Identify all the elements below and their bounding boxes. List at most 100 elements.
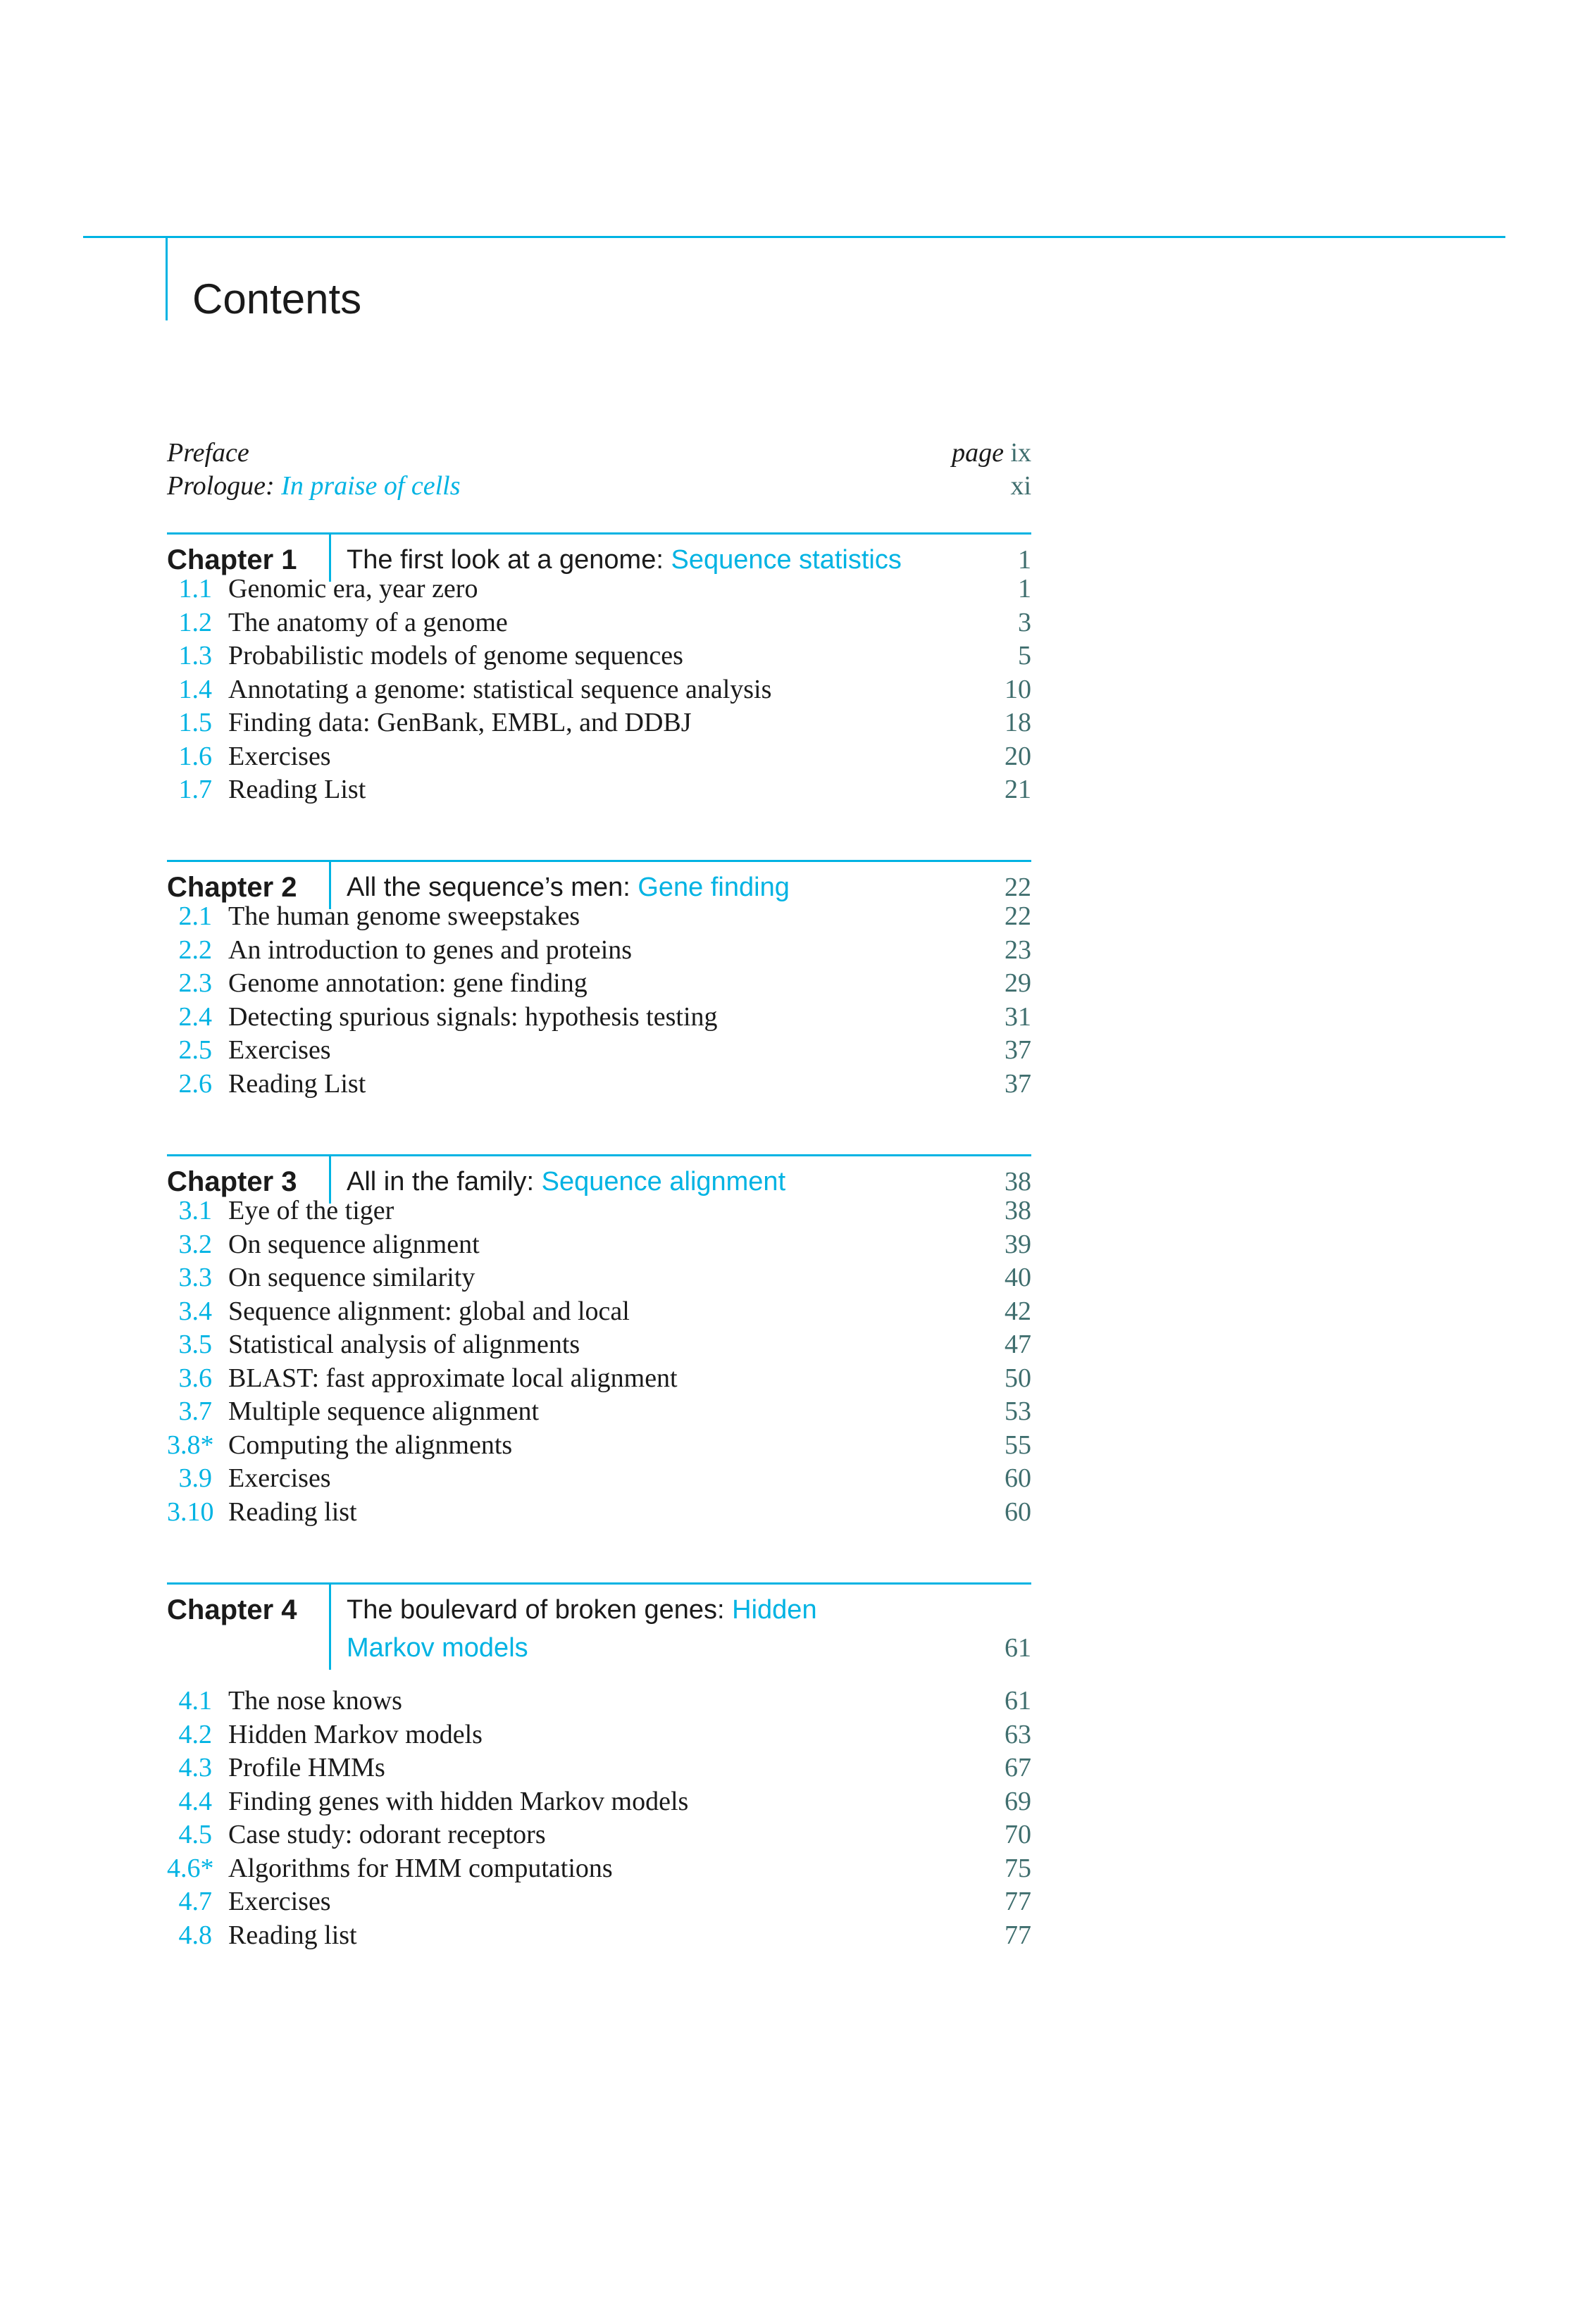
section-page: 53 (1005, 1397, 1031, 1426)
toc-section-row[interactable]: 4.4 Finding genes with hidden Markov mod… (167, 1785, 1032, 1819)
chapter-heading[interactable]: Chapter 4 The boulevard of broken genes:… (167, 1585, 1031, 1670)
section-number: 1.5 (178, 708, 213, 737)
toc-section-row[interactable]: 4.6* Algorithms for HMM computations 75 (167, 1852, 1031, 1886)
section-number: 3.3 (178, 1263, 213, 1292)
chapter-title: The boulevard of broken genes: Hidden Ma… (329, 1585, 1005, 1670)
toc-section-row[interactable]: 1.2 The anatomy of a genome 3 (167, 606, 1032, 640)
section-page: 75 (1005, 1853, 1031, 1883)
section-number: 4.7 (178, 1887, 213, 1916)
toc-entry-prologue[interactable]: Prologue: In praise of cells xi (167, 469, 1031, 503)
section-number: 4.8 (178, 1920, 213, 1950)
toc-section-row[interactable]: 1.1 Genomic era, year zero 1 (167, 573, 1032, 606)
toc-section-row[interactable]: 3.6 BLAST: fast approximate local alignm… (167, 1362, 1032, 1396)
section-list: 4.1 The nose knows 61 4.2 Hidden Markov … (167, 1685, 1031, 1952)
toc-section-row[interactable]: 1.4 Annotating a genome: statistical seq… (167, 673, 1032, 707)
toc-section-row[interactable]: 1.5 Finding data: GenBank, EMBL, and DDB… (167, 706, 1032, 740)
toc-section-row[interactable]: 2.6 Reading List 37 (167, 1068, 1032, 1101)
toc-section-row[interactable]: 3.2 On sequence alignment 39 (167, 1228, 1032, 1262)
toc-section-row[interactable]: 3.1 Eye of the tiger 38 (167, 1194, 1032, 1228)
toc-section-row[interactable]: 3.8* Computing the alignments 55 (167, 1429, 1031, 1463)
toc-section-row[interactable]: 3.4 Sequence alignment: global and local… (167, 1295, 1032, 1329)
chapter-label: Chapter 1 (167, 544, 297, 575)
chapter-4: Chapter 4 The boulevard of broken genes:… (167, 1582, 1031, 1950)
toc-section-row[interactable]: 4.3 Profile HMMs 67 (167, 1751, 1032, 1785)
chapter-title-highlight: Sequence alignment (541, 1167, 786, 1197)
toc-section-row[interactable]: 2.3 Genome annotation: gene finding 29 (167, 967, 1032, 1001)
toc-section-row[interactable]: 3.7 Multiple sequence alignment 53 (167, 1395, 1032, 1429)
section-page: 37 (1005, 1068, 1031, 1099)
toc-section-row[interactable]: 4.2 Hidden Markov models 63 (167, 1718, 1032, 1752)
toc-entry-preface[interactable]: Preface page ix (167, 436, 1031, 470)
section-page: 60 (1005, 1497, 1031, 1527)
section-title: Genomic era, year zero (228, 574, 478, 604)
toc-section-row[interactable]: 3.10 Reading list 60 (167, 1496, 1031, 1530)
section-number: 2.4 (178, 1001, 213, 1032)
toc-section-row[interactable]: 2.2 An introduction to genes and protein… (167, 934, 1032, 968)
section-title: An introduction to genes and proteins (228, 935, 633, 965)
section-title: Exercises (228, 1035, 331, 1065)
section-page: 31 (1005, 1001, 1031, 1032)
section-number: 1.3 (178, 641, 213, 670)
section-title: Reading List (228, 1068, 366, 1099)
section-page: 67 (1005, 1753, 1031, 1782)
section-number: 4.5 (178, 1820, 213, 1849)
section-number: 1.1 (178, 574, 213, 604)
section-page: 47 (1005, 1330, 1031, 1359)
section-page: 70 (1005, 1820, 1031, 1849)
section-title: Sequence alignment: global and local (228, 1296, 630, 1326)
section-number: 2.5 (178, 1035, 213, 1065)
chapter-title-highlight: Sequence statistics (671, 545, 902, 575)
section-page: 21 (1005, 775, 1031, 804)
toc-section-row[interactable]: 1.6 Exercises 20 (167, 740, 1032, 774)
section-number: 4.3 (178, 1753, 213, 1782)
section-page: 3 (1018, 607, 1031, 637)
toc-section-row[interactable]: 3.5 Statistical analysis of alignments 4… (167, 1328, 1032, 1362)
section-title: The anatomy of a genome (228, 607, 508, 637)
toc-section-row[interactable]: 4.1 The nose knows 61 (167, 1685, 1032, 1718)
chapter-heading[interactable]: Chapter 3 All in the family: Sequence al… (167, 1156, 1031, 1204)
section-title: Eye of the tiger (228, 1196, 394, 1225)
section-number: 2.2 (178, 935, 213, 965)
section-number: 3.8* (167, 1430, 214, 1460)
section-title: On sequence alignment (228, 1229, 480, 1259)
chapter-3: Chapter 3 All in the family: Sequence al… (167, 1154, 1031, 1527)
chapter-title: The first look at a genome: Sequence sta… (329, 535, 1018, 582)
section-title: BLAST: fast approximate local alignment (228, 1363, 678, 1393)
section-title: Reading list (228, 1497, 357, 1527)
toc-section-row[interactable]: 2.4 Detecting spurious signals: hypothes… (167, 1001, 1032, 1035)
section-page: 10 (1005, 674, 1031, 704)
toc-section-row[interactable]: 4.5 Case study: odorant receptors 70 (167, 1818, 1032, 1852)
section-title: Exercises (228, 741, 331, 771)
toc-section-row[interactable]: 3.9 Exercises 60 (167, 1462, 1032, 1496)
entry-label: Prologue: In praise of cells (167, 471, 461, 501)
toc-section-row[interactable]: 4.7 Exercises 77 (167, 1885, 1032, 1919)
toc-section-row[interactable]: 3.3 On sequence similarity 40 (167, 1261, 1032, 1295)
section-page: 29 (1005, 968, 1031, 998)
toc-section-row[interactable]: 1.7 Reading List 21 (167, 773, 1032, 807)
section-number: 4.4 (178, 1786, 213, 1816)
section-number: 1.7 (178, 775, 213, 804)
toc-section-row[interactable]: 2.5 Exercises 37 (167, 1034, 1032, 1068)
section-page: 18 (1005, 708, 1031, 737)
toc-section-row[interactable]: 4.8 Reading list 77 (167, 1919, 1032, 1953)
chapter-heading[interactable]: Chapter 1 The first look at a genome: Se… (167, 535, 1031, 582)
section-number: 4.2 (178, 1719, 213, 1749)
toc-section-row[interactable]: 2.1 The human genome sweepstakes 22 (167, 900, 1032, 934)
section-page: 37 (1005, 1035, 1031, 1065)
section-page: 20 (1005, 741, 1031, 771)
section-title: Statistical analysis of alignments (228, 1330, 580, 1359)
section-page: 23 (1005, 935, 1031, 965)
section-list: 1.1 Genomic era, year zero 1 1.2 The ana… (167, 573, 1032, 807)
section-title: On sequence similarity (228, 1263, 475, 1292)
section-title: Exercises (228, 1463, 331, 1493)
section-page: 69 (1005, 1786, 1031, 1816)
section-number: 3.2 (178, 1229, 213, 1259)
section-number: 4.1 (178, 1686, 213, 1716)
section-number: 2.6 (178, 1068, 213, 1099)
chapter-heading[interactable]: Chapter 2 All the sequence’s men: Gene f… (167, 862, 1031, 909)
section-number: 1.2 (178, 607, 213, 637)
section-page: 77 (1005, 1887, 1031, 1916)
toc-section-row[interactable]: 1.3 Probabilistic models of genome seque… (167, 639, 1032, 673)
entry-page: xi (1010, 471, 1031, 501)
section-page: 1 (1018, 574, 1031, 604)
